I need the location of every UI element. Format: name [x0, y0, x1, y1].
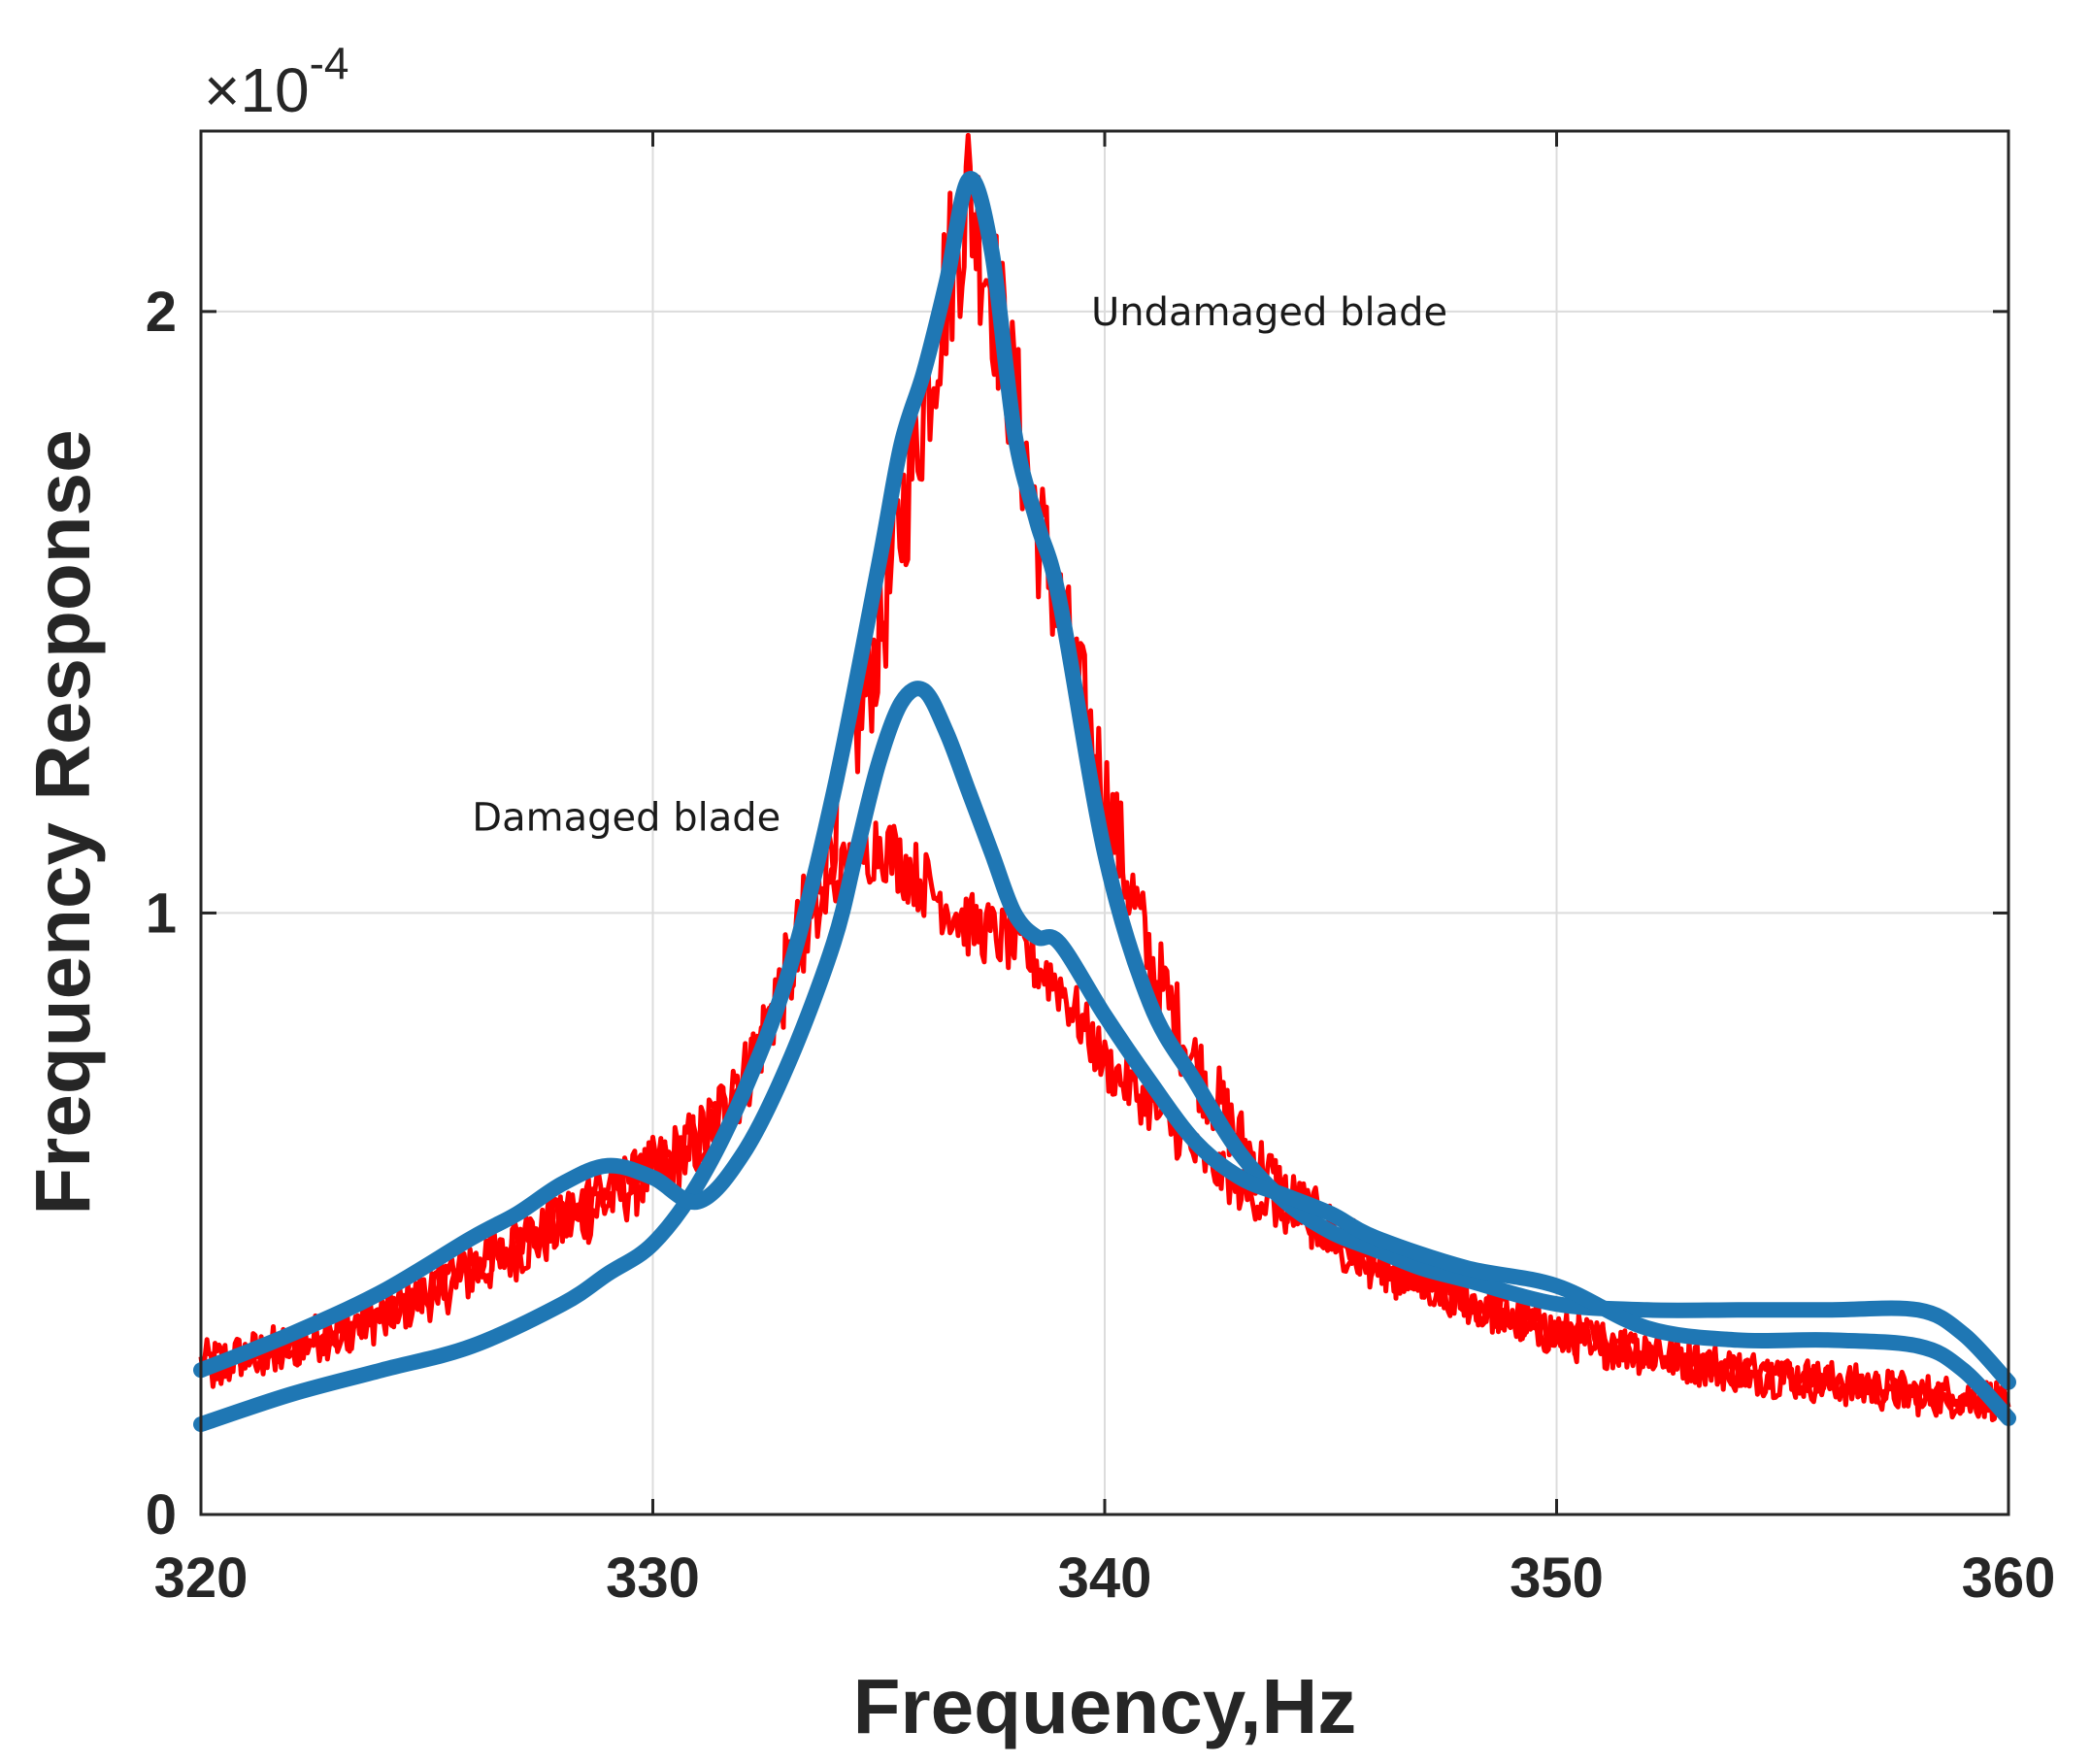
- y-exponent-power: -4: [310, 38, 349, 88]
- x-tick-label: 350: [1510, 1547, 1604, 1610]
- y-tick-label: 0: [146, 1483, 177, 1547]
- x-tick-label: 340: [1058, 1547, 1152, 1610]
- ticks-layer: [199, 131, 2010, 1516]
- tick-labels: 320 330 340 350 360 0 1 2: [146, 281, 2056, 1610]
- y-tick-label: 1: [146, 882, 177, 945]
- x-tick-label: 320: [154, 1547, 249, 1610]
- series-line-undamaged-blade-fit: [193, 171, 2016, 1433]
- series-line-damaged-blade-fit: [193, 681, 2016, 1426]
- series-layer: [193, 132, 2016, 1433]
- y-exponent-base: ×10: [204, 55, 310, 125]
- y-tick-label: 2: [146, 281, 177, 344]
- annotation-undamaged-blade: Undamaged blade: [1091, 290, 1447, 335]
- series-line-damaged-blade-measured: [198, 820, 2011, 1415]
- annotation-damaged-blade: Damaged blade: [472, 795, 780, 840]
- x-tick-label: 330: [606, 1547, 700, 1610]
- y-exponent-label: ×10-4: [204, 38, 348, 125]
- y-axis-title: Frequency Response: [19, 429, 106, 1215]
- x-tick-label: 360: [1962, 1547, 2056, 1610]
- x-axis-title: Frequency,Hz: [853, 1663, 1357, 1749]
